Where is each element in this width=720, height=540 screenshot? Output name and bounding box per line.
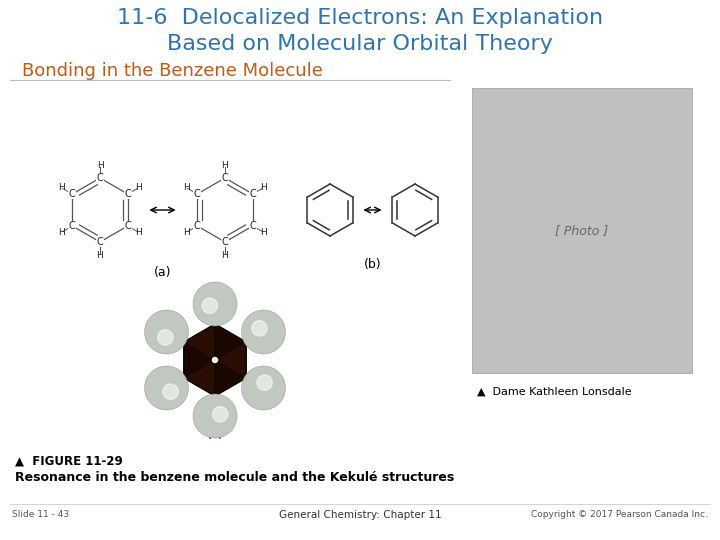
Circle shape (212, 357, 217, 362)
Text: C: C (69, 221, 76, 231)
Text: H: H (96, 160, 104, 170)
Circle shape (202, 298, 217, 313)
Text: 11-6  Delocalized Electrons: An Explanation: 11-6 Delocalized Electrons: An Explanati… (117, 8, 603, 28)
Text: C: C (125, 221, 131, 231)
Circle shape (145, 366, 189, 410)
Text: (a): (a) (154, 266, 171, 279)
Text: Copyright © 2017 Pearson Canada Inc.: Copyright © 2017 Pearson Canada Inc. (531, 510, 708, 519)
Circle shape (241, 310, 286, 354)
Text: H: H (261, 228, 267, 237)
Bar (472, 88, 692, 373)
Polygon shape (184, 360, 215, 396)
Circle shape (212, 407, 228, 422)
Circle shape (252, 321, 267, 336)
Text: H: H (58, 183, 64, 192)
Text: [ Photo ]: [ Photo ] (555, 224, 608, 237)
Text: (c): (c) (207, 428, 223, 441)
Text: C: C (194, 221, 201, 231)
Text: H: H (222, 160, 228, 170)
Text: H: H (135, 183, 143, 192)
Polygon shape (215, 342, 246, 378)
Text: (b): (b) (364, 258, 382, 271)
Circle shape (241, 366, 286, 410)
Circle shape (193, 282, 237, 326)
Text: H: H (183, 228, 189, 237)
Circle shape (145, 310, 189, 354)
Text: H: H (58, 228, 64, 237)
Text: C: C (125, 189, 131, 199)
Text: C: C (249, 221, 256, 231)
Circle shape (158, 330, 173, 345)
Text: C: C (222, 173, 228, 183)
Text: C: C (96, 237, 104, 247)
Text: C: C (222, 237, 228, 247)
Polygon shape (215, 324, 246, 360)
Circle shape (163, 384, 179, 400)
Text: Bonding in the Benzene Molecule: Bonding in the Benzene Molecule (22, 62, 323, 80)
Text: H: H (222, 251, 228, 260)
Text: Based on Molecular Orbital Theory: Based on Molecular Orbital Theory (167, 34, 553, 54)
Circle shape (193, 394, 237, 438)
Text: ▲  Dame Kathleen Lonsdale: ▲ Dame Kathleen Lonsdale (477, 387, 631, 397)
Text: ▲  FIGURE 11-29: ▲ FIGURE 11-29 (15, 455, 122, 468)
Polygon shape (184, 342, 215, 378)
Text: C: C (69, 189, 76, 199)
Text: C: C (96, 173, 104, 183)
Text: General Chemistry: Chapter 11: General Chemistry: Chapter 11 (279, 510, 441, 520)
Text: Resonance in the benzene molecule and the Kekulé structures: Resonance in the benzene molecule and th… (15, 471, 454, 484)
Polygon shape (215, 360, 246, 396)
Polygon shape (184, 324, 215, 360)
Text: H: H (183, 183, 189, 192)
Text: H: H (135, 228, 143, 237)
Text: C: C (249, 189, 256, 199)
Text: C: C (194, 189, 201, 199)
Text: Slide 11 - 43: Slide 11 - 43 (12, 510, 69, 519)
Circle shape (257, 375, 272, 390)
Text: H: H (96, 251, 104, 260)
Text: H: H (261, 183, 267, 192)
